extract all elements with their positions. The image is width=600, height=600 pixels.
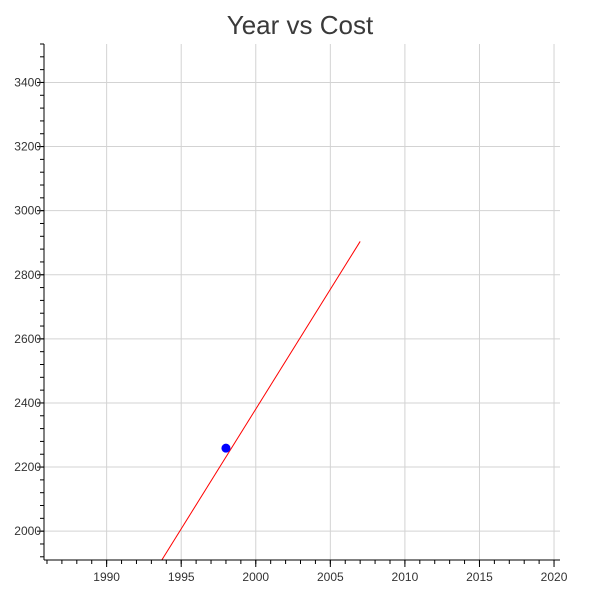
y-tick-label: 2000 [14,524,41,538]
y-tick-label: 2200 [14,460,41,474]
axes: 1990 1995 2000 2005 2010 2015 2020 2000 2200 2400… [14,43,568,584]
plot-area [161,241,361,560]
y-tick-label: 3200 [14,140,41,154]
x-tick-label: 2000 [242,570,269,584]
chart-title: Year vs Cost [227,10,374,40]
x-tick-label: 1990 [93,570,120,584]
grid [44,44,560,560]
x-tick-label: 2005 [317,570,344,584]
x-tick-label: 2010 [392,570,419,584]
series-line [161,241,361,560]
y-tick-label: 3000 [14,204,41,218]
data-point [221,443,231,453]
y-tick-label: 3400 [14,75,41,89]
x-tick-label: 2020 [541,570,568,584]
x-tick-label: 1995 [168,570,195,584]
y-tick-label: 2800 [14,268,41,282]
y-tick-label: 2600 [14,332,41,346]
x-tick-label: 2015 [466,570,493,584]
y-tick-label: 2400 [14,396,41,410]
